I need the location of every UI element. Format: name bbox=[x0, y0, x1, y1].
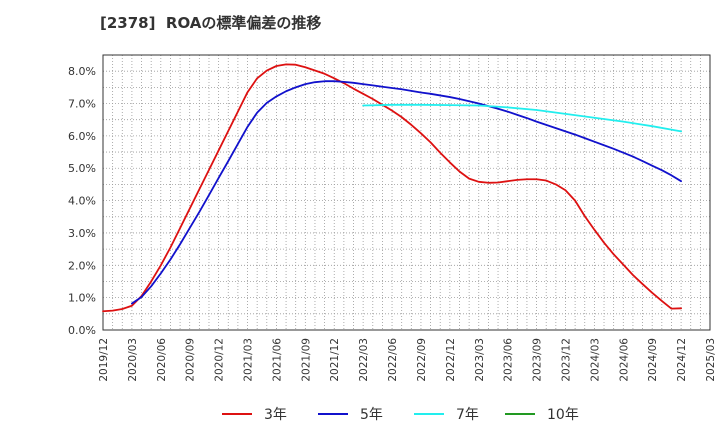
x-tick-label: 2021/03 bbox=[243, 338, 255, 382]
y-tick-label: 3.0% bbox=[68, 227, 96, 240]
y-tick-label: 0.0% bbox=[68, 324, 96, 337]
plot-border bbox=[102, 54, 711, 331]
x-tick-label: 2020/03 bbox=[127, 338, 139, 382]
y-tick-label: 4.0% bbox=[68, 195, 96, 208]
x-tick-label: 2023/12 bbox=[560, 338, 572, 382]
plot-area bbox=[103, 55, 710, 330]
legend-label: 3年 bbox=[264, 407, 287, 423]
x-tick-label: 2022/06 bbox=[387, 338, 399, 382]
y-tick-label: 1.0% bbox=[68, 292, 96, 305]
x-tick-label: 2023/06 bbox=[503, 338, 515, 382]
y-tick-label: 8.0% bbox=[68, 65, 96, 78]
x-tick-label: 2024/12 bbox=[676, 338, 688, 382]
x-tick-label: 2022/12 bbox=[445, 338, 457, 382]
x-tick-label: 2023/09 bbox=[532, 338, 544, 382]
x-tick-label: 2022/09 bbox=[416, 338, 428, 382]
chart-title: [2378] ROAの標準偏差の推移 bbox=[100, 14, 322, 32]
x-tick-label: 2020/06 bbox=[156, 338, 168, 382]
x-tick-label: 2025/03 bbox=[705, 338, 717, 382]
y-tick-label: 2.0% bbox=[68, 259, 96, 272]
x-tick-label: 2021/09 bbox=[300, 338, 312, 382]
x-axis-ticks: 2019/12 2020/03 2020/06 2020/09 2020/12 2021/… bbox=[98, 338, 717, 382]
legend: 3年 5年 7年 10年 bbox=[222, 407, 579, 423]
x-tick-label: 2023/03 bbox=[474, 338, 486, 382]
legend-label: 5年 bbox=[360, 407, 383, 423]
x-tick-label: 2022/03 bbox=[358, 338, 370, 382]
series-line-3年 bbox=[102, 63, 682, 313]
x-tick-label: 2021/06 bbox=[271, 338, 283, 382]
grid-lines bbox=[103, 55, 710, 330]
y-tick-label: 7.0% bbox=[68, 98, 96, 111]
series-line-7年 bbox=[362, 103, 682, 133]
x-tick-label: 2019/12 bbox=[98, 338, 110, 382]
legend-label: 7年 bbox=[456, 407, 479, 423]
x-tick-label: 2021/12 bbox=[329, 338, 341, 382]
x-tick-label: 2024/09 bbox=[647, 338, 659, 382]
y-axis-ticks: 0.0% 1.0% 2.0% 3.0% 4.0% 5.0% 6.0% 7.0% 8.0% bbox=[68, 65, 96, 337]
x-tick-label: 2020/12 bbox=[214, 338, 226, 382]
x-tick-label: 2020/09 bbox=[185, 338, 197, 382]
legend-label: 10年 bbox=[547, 407, 579, 423]
x-tick-label: 2024/06 bbox=[618, 338, 630, 382]
y-tick-label: 6.0% bbox=[68, 130, 96, 143]
x-tick-label: 2024/03 bbox=[589, 338, 601, 382]
series-line-5年 bbox=[130, 80, 682, 305]
y-tick-label: 5.0% bbox=[68, 162, 96, 175]
series-lines bbox=[102, 63, 682, 313]
